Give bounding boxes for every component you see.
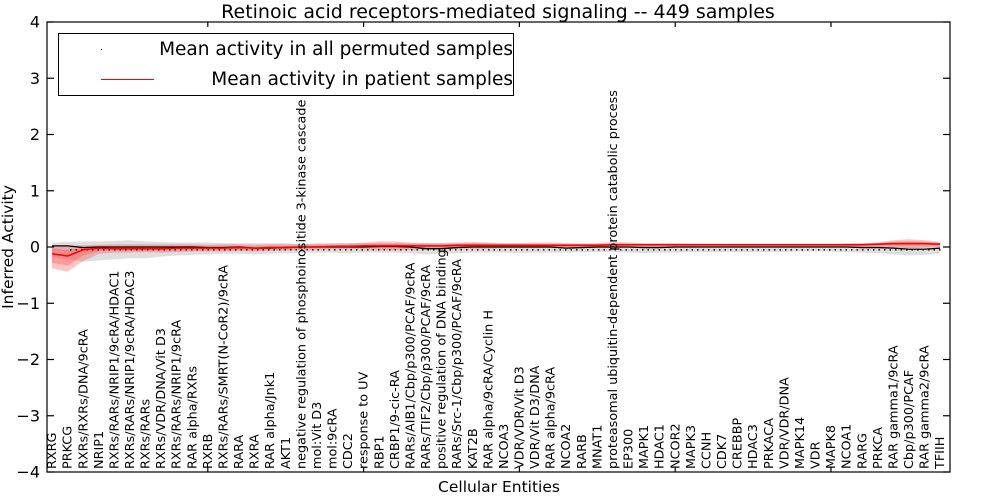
y-tick-label: −4 bbox=[16, 463, 40, 482]
x-tick-label: RAR alpha/Jnk1 bbox=[263, 372, 278, 469]
permuted-mean-line bbox=[52, 245, 941, 250]
legend-label-permuted: Mean activity in all permuted samples bbox=[159, 39, 513, 60]
x-tick-label: RARs/AIB1/Cbp/p300/PCAF/9cRA bbox=[403, 262, 418, 469]
x-tick-label: RARB bbox=[575, 434, 590, 469]
y-tick-label: 2 bbox=[30, 125, 40, 144]
x-tick-label: NCOA1 bbox=[840, 424, 855, 469]
x-tick-label: VDR bbox=[809, 441, 824, 469]
y-tick-label: −2 bbox=[16, 350, 40, 369]
x-axis-label: Cellular Entities bbox=[438, 478, 560, 496]
x-tick-label: KAT2B bbox=[466, 428, 481, 469]
x-tick-label: RXRs/RARs bbox=[139, 398, 154, 469]
x-tick-label: positive regulation of DNA binding bbox=[435, 249, 450, 469]
y-axis-label: Inferred Activity bbox=[0, 185, 17, 309]
x-tick-label: RBP1 bbox=[372, 435, 387, 469]
x-tick-label: HDAC1 bbox=[653, 424, 668, 469]
x-tick-label: RARs/Src-1/Cbp/p300/PCAF/9cRA bbox=[450, 259, 465, 469]
x-tick-label: RXRA bbox=[248, 434, 263, 469]
patient-line-swatch bbox=[101, 79, 155, 80]
x-tick-label: MAPK3 bbox=[684, 425, 699, 469]
chart-title: Retinoic acid receptors-mediated signali… bbox=[221, 1, 775, 23]
x-tick-label: Cbp/p300/PCAF bbox=[902, 370, 917, 469]
x-tick-label: PRKCG bbox=[61, 426, 76, 469]
x-tick-label: mol:9cRA bbox=[326, 408, 341, 469]
x-tick-label: mol:Vit D3 bbox=[310, 402, 325, 469]
x-tick-label: HDAC3 bbox=[746, 424, 761, 469]
x-tick-label: RAR alpha/9cRA/Cyclin H bbox=[481, 310, 496, 469]
x-tick-label: RAR alpha/9cRA bbox=[544, 367, 559, 469]
x-tick-label: PRKACA bbox=[762, 418, 777, 469]
x-tick-label: RXRs/VDR/DNA/Vit D3 bbox=[154, 328, 169, 469]
x-tick-label: AKT1 bbox=[279, 437, 294, 469]
legend-label-patient: Mean activity in patient samples bbox=[211, 69, 513, 90]
x-tick-label: RXRs/RXRs/DNA/9cRA bbox=[76, 329, 91, 469]
x-tick-label: RXRs/RARs/SMRT(N-CoR2)/9cRA bbox=[216, 265, 231, 469]
x-tick-label: RXRs/RARs/NRIP1/9cRA/HDAC1 bbox=[107, 271, 122, 469]
permuted-line-swatch bbox=[101, 49, 103, 50]
x-tick-label: VDR/VDR/Vit D3 bbox=[512, 366, 527, 469]
x-tick-label: RARs/TIF2/Cbp/p300/PCAF/9cRA bbox=[419, 265, 434, 469]
x-tick-label: RXRG bbox=[45, 433, 60, 469]
x-tick-label: RARG bbox=[855, 433, 870, 469]
x-tick-label: CREBBP bbox=[731, 418, 746, 469]
y-tick-label: 3 bbox=[30, 69, 40, 88]
x-tick-label: MAPK14 bbox=[793, 417, 808, 469]
x-tick-label: CDC2 bbox=[341, 433, 356, 469]
x-tick-label: VDR/VDR/DNA bbox=[777, 377, 792, 469]
x-tick-label: NRIP1 bbox=[92, 431, 107, 469]
y-tick-label: 0 bbox=[30, 238, 40, 257]
x-tick-label: RAR gamma2/9cRA bbox=[918, 345, 933, 469]
x-tick-label: RXRs/RARs/NRIP1/9cRA bbox=[170, 320, 185, 469]
x-tick-label: RXRB bbox=[201, 434, 216, 469]
y-tick-label: 4 bbox=[30, 13, 40, 32]
x-tick-label: PRKCA bbox=[871, 427, 886, 469]
plot-area: 4 3 2 1 0 −1 −2 −3 −4 RXRG PRKCG RXRs/RXRs/DNA/9cRA… bbox=[16, 13, 951, 482]
x-tick-label: CCNH bbox=[699, 432, 714, 469]
x-tick-label: CRBP1/9-cic-RA bbox=[388, 370, 403, 469]
legend: Mean activity in all permuted samples Me… bbox=[58, 33, 514, 96]
legend-row-patient: Mean activity in patient samples bbox=[59, 65, 513, 95]
y-tick-label: −1 bbox=[16, 294, 40, 313]
x-tick-label: MNAT1 bbox=[590, 425, 605, 469]
permuted-band bbox=[52, 240, 941, 262]
x-tick-label: NCOR2 bbox=[668, 423, 683, 469]
x-tick-label: MAPK8 bbox=[824, 425, 839, 469]
y-tick-label: 1 bbox=[30, 181, 40, 200]
y-tick-label: −3 bbox=[16, 406, 40, 425]
x-tick-label: RXRs/RARs/NRIP1/9cRA/HDAC3 bbox=[123, 271, 138, 469]
x-tick-label: RAR gamma1/9cRA bbox=[886, 345, 901, 469]
x-tick-label: RARA bbox=[232, 435, 247, 469]
legend-row-permuted: Mean activity in all permuted samples bbox=[59, 35, 513, 65]
x-tick-label: TFIIH bbox=[933, 437, 948, 470]
patient-mean-line bbox=[51, 242, 941, 257]
x-tick-label: proteasomal ubiquitin-dependent protein … bbox=[606, 90, 621, 469]
x-tick-label: CDK7 bbox=[715, 434, 730, 469]
x-tick-label: NCOA3 bbox=[497, 424, 512, 469]
x-tick-label: EP300 bbox=[622, 429, 637, 469]
x-tick-label: MAPK1 bbox=[637, 425, 652, 469]
x-tick-label: VDR/Vit D3/DNA bbox=[528, 365, 543, 469]
x-tick-label: negative regulation of phosphoinositide … bbox=[294, 100, 309, 469]
x-tick-label: response to UV bbox=[357, 372, 372, 469]
x-tick-label: NCOA2 bbox=[559, 424, 574, 469]
x-tick-label: RAR alpha/RXRs bbox=[185, 366, 200, 469]
